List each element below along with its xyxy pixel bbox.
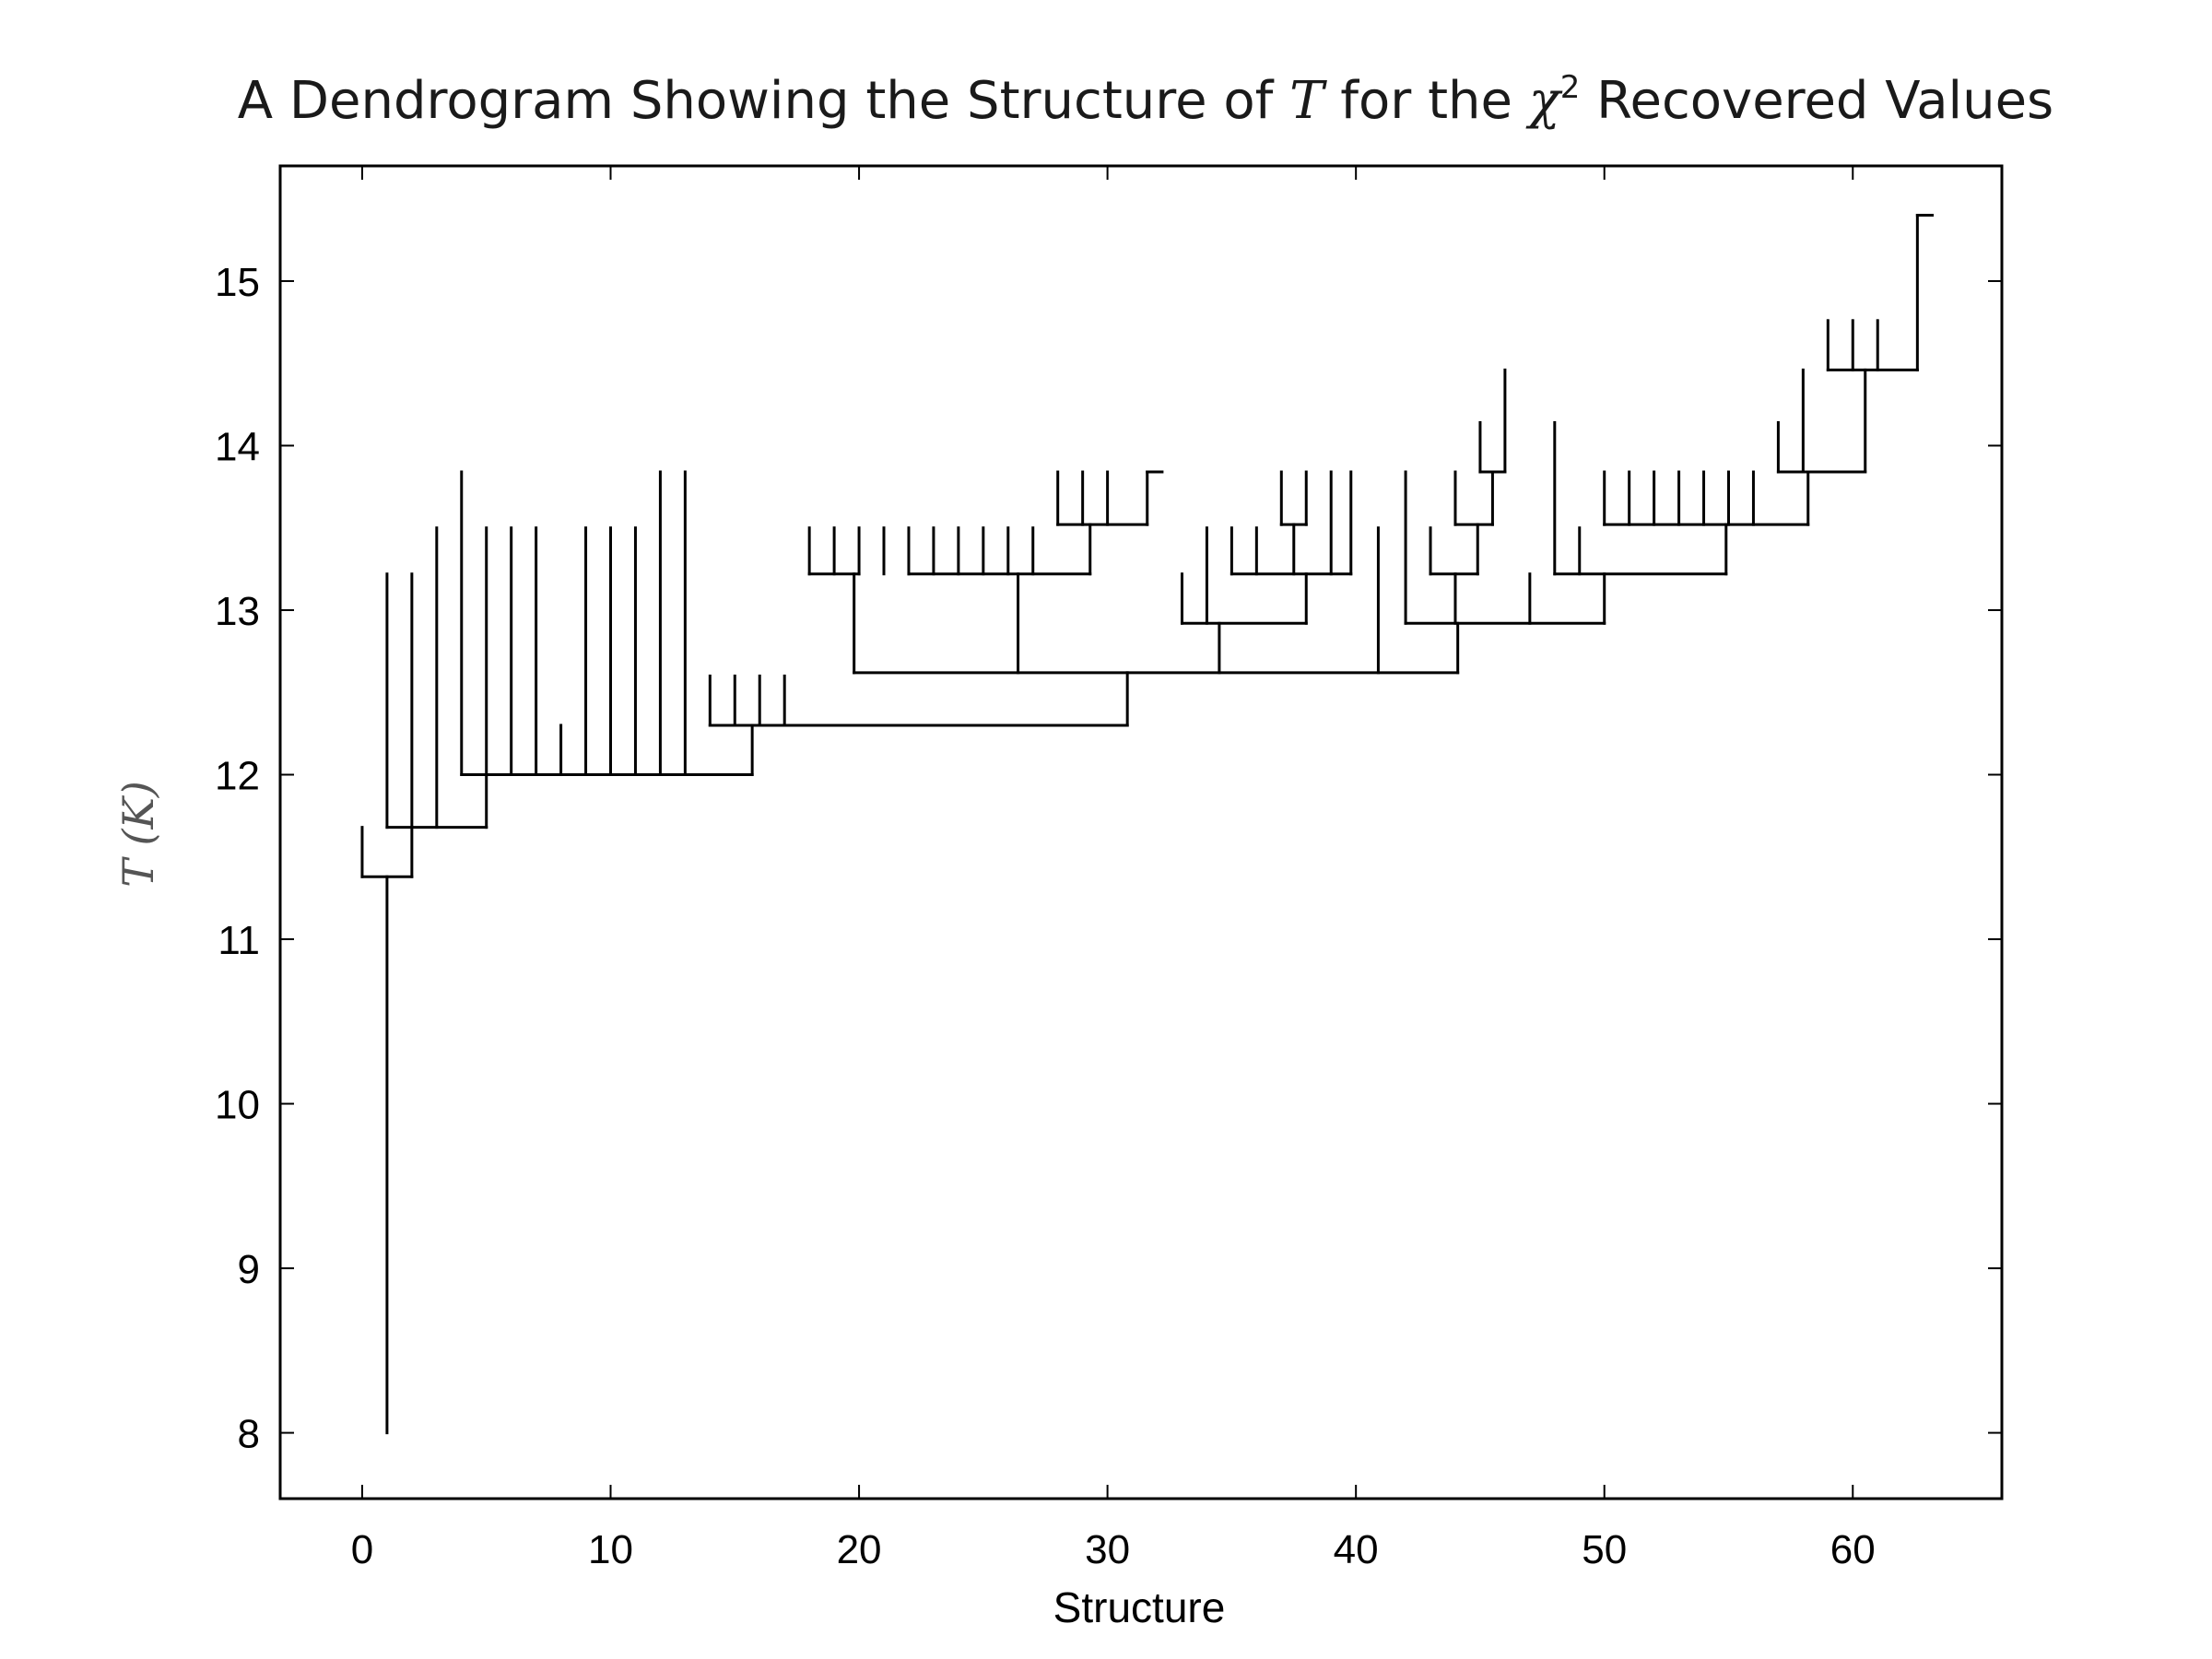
y-tick-label: 10 [215, 1083, 260, 1128]
x-axis-label: Structure [1053, 1583, 1226, 1631]
title-variable: T [1289, 71, 1327, 131]
y-axis-label: T (K) [113, 781, 163, 888]
axis-tick-labels: 0 10 20 30 40 50 60 8 9 10 11 12 13 14 15 [215, 260, 1876, 1572]
y-tick-label: 14 [215, 424, 260, 469]
y-tick-label: 8 [238, 1412, 260, 1457]
x-tick-label: 0 [351, 1527, 373, 1572]
y-tick-label: 9 [238, 1247, 260, 1292]
y-tick-label: 15 [215, 260, 260, 305]
y-tick-label: 12 [215, 754, 260, 799]
plot-frame [278, 164, 2004, 1500]
x-tick-label: 20 [837, 1527, 882, 1572]
title-suffix: Recovered Values [1580, 71, 2053, 131]
x-tick-label: 50 [1582, 1527, 1627, 1572]
axis-ticks [279, 165, 2003, 1500]
chart-title: A Dendrogram Showing the Structure of T … [238, 69, 2053, 131]
x-tick-label: 10 [588, 1527, 633, 1572]
x-tick-label: 40 [1334, 1527, 1379, 1572]
x-tick-label: 60 [1830, 1527, 1876, 1572]
title-prefix: A Dendrogram Showing the Structure of [238, 71, 1289, 131]
dendrogram-branches [360, 214, 1935, 1435]
x-tick-label: 30 [1085, 1527, 1130, 1572]
y-tick-label: 11 [218, 918, 260, 963]
title-superscript: 2 [1560, 69, 1581, 106]
title-chi: χ [1525, 71, 1563, 131]
title-middle: for the [1324, 71, 1528, 131]
y-tick-label: 13 [215, 589, 260, 634]
